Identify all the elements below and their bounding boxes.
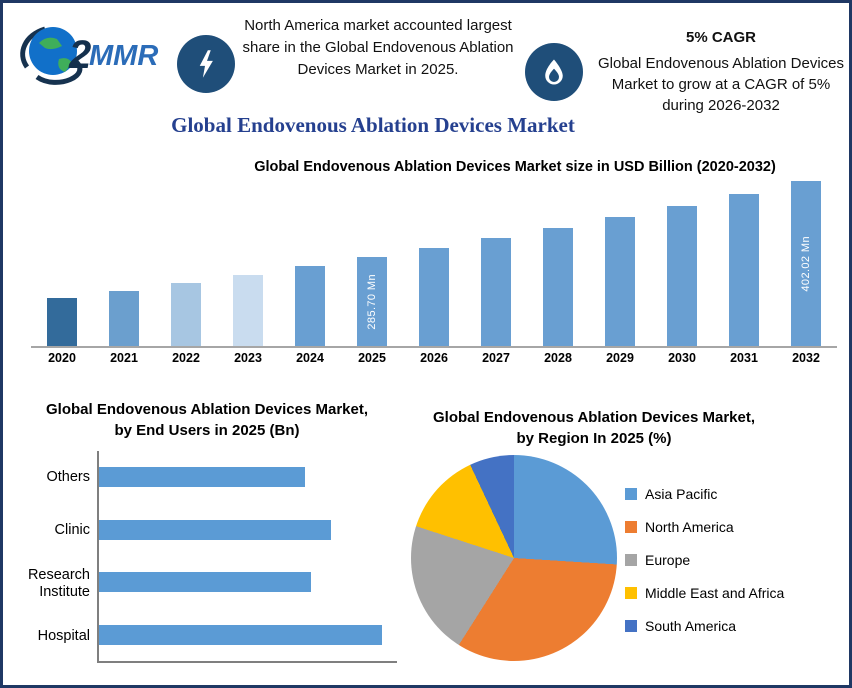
end-users-y-axis-labels: Others Clinic Research Institute Hospital xyxy=(21,451,97,663)
callout-north-america-text: North America market accounted largest s… xyxy=(242,17,514,78)
bar-slot-2026 xyxy=(403,181,465,346)
bar-2025: 285.70 Mn xyxy=(357,257,387,346)
legend-label-4: South America xyxy=(645,617,737,634)
end-users-bar-2 xyxy=(99,572,311,593)
end-users-label-1: Clinic xyxy=(54,522,90,539)
x-tick-2031: 2031 xyxy=(730,351,758,365)
bar-2024 xyxy=(295,266,325,346)
bar-slot-2029 xyxy=(589,181,651,346)
x-tick-2026: 2026 xyxy=(420,351,448,365)
bar-2027 xyxy=(481,238,511,346)
x-tick-2030: 2030 xyxy=(668,351,696,365)
bar-slot-2024 xyxy=(279,181,341,346)
legend-item-1: North America xyxy=(625,510,847,543)
bar-2021 xyxy=(109,291,139,346)
bar-slot-2028 xyxy=(527,181,589,346)
region-pie-title: Global Endovenous Ablation Devices Marke… xyxy=(432,409,756,447)
end-users-label-2: Research Institute xyxy=(27,566,90,600)
end-users-label-3: Hospital xyxy=(37,628,90,645)
bar-slot-2030 xyxy=(651,181,713,346)
end-users-row-1 xyxy=(99,504,397,557)
x-tick-2023: 2023 xyxy=(234,351,262,365)
end-users-bar-1 xyxy=(99,519,332,540)
region-pie-legend: Asia Pacific North America Europe Middle Ea… xyxy=(625,477,847,642)
x-tick-2032: 2032 xyxy=(792,351,820,365)
bar-2026 xyxy=(419,248,449,346)
legend-label-1: North America xyxy=(645,518,734,535)
x-tick-2022: 2022 xyxy=(172,351,200,365)
bar-slot-2023 xyxy=(217,181,279,346)
bar-value-label-2025: 285.70 Mn xyxy=(366,273,378,330)
end-users-plot xyxy=(97,451,397,663)
bar-2031 xyxy=(729,194,759,346)
globe-icon: 2 MMR xyxy=(20,26,158,85)
bar-slot-2020 xyxy=(31,181,93,346)
logo-text: MMR xyxy=(89,40,158,72)
legend-item-4: South America xyxy=(625,609,847,642)
bar-2032: 402.02 Mn xyxy=(791,181,821,346)
end-users-bar-0 xyxy=(99,467,305,488)
legend-swatch-4 xyxy=(625,619,637,632)
bar-slot-2025: 285.70 Mn xyxy=(341,181,403,346)
region-pie xyxy=(411,455,617,661)
legend-label-0: Asia Pacific xyxy=(645,485,718,502)
bar-2023 xyxy=(233,275,263,346)
legend-swatch-3 xyxy=(625,586,637,599)
x-tick-2028: 2028 xyxy=(544,351,572,365)
end-users-chart: Others Clinic Research Institute Hospital xyxy=(21,451,397,663)
page-title: Global Endovenous Ablation Devices Marke… xyxy=(171,113,575,137)
legend-swatch-2 xyxy=(625,553,637,566)
cagr-title: 5% CAGR xyxy=(685,29,756,46)
callout-cagr: 5% CAGR Global Endovenous Ablation Devic… xyxy=(595,27,847,116)
lightning-icon xyxy=(177,35,235,93)
bar-2022 xyxy=(171,283,201,346)
market-size-chart-title: Global Endovenous Ablation Devices Marke… xyxy=(254,159,776,175)
end-users-row-2 xyxy=(99,556,397,609)
x-tick-2020: 2020 xyxy=(48,351,76,365)
bar-2028 xyxy=(543,228,573,346)
x-tick-2025: 2025 xyxy=(358,351,386,365)
end-users-row-0 xyxy=(99,451,397,504)
mmr-logo: 2 MMR xyxy=(13,11,173,95)
cagr-text: Global Endovenous Ablation Devices Marke… xyxy=(598,55,844,114)
legend-label-2: Europe xyxy=(645,551,691,568)
bar-slot-2032: 402.02 Mn xyxy=(775,181,837,346)
legend-item-2: Europe xyxy=(625,543,847,576)
bar-slot-2022 xyxy=(155,181,217,346)
bar-slot-2021 xyxy=(93,181,155,346)
market-size-chart-x-axis: 2020 2021 2022 2023 2024 2025 2026 2027 2028 2029… xyxy=(31,351,837,365)
x-tick-2029: 2029 xyxy=(606,351,634,365)
logo-swoosh-2: 2 xyxy=(68,33,91,77)
bar-slot-2031 xyxy=(713,181,775,346)
legend-swatch-0 xyxy=(625,487,637,500)
legend-label-3: Middle East and Africa xyxy=(645,584,785,601)
end-users-label-0: Others xyxy=(46,469,90,486)
legend-item-3: Middle East and Africa xyxy=(625,576,847,609)
flame-icon xyxy=(525,43,583,101)
x-tick-2021: 2021 xyxy=(110,351,138,365)
legend-swatch-1 xyxy=(625,520,637,533)
x-tick-2027: 2027 xyxy=(482,351,510,365)
bar-2029 xyxy=(605,217,635,346)
market-size-chart-plot: 285.70 Mn 402.02 Mn xyxy=(31,181,837,348)
bar-value-label-2032: 402.02 Mn xyxy=(800,235,812,292)
end-users-chart-title: Global Endovenous Ablation Devices Marke… xyxy=(45,401,369,439)
end-users-bar-3 xyxy=(99,624,383,645)
x-tick-2024: 2024 xyxy=(296,351,324,365)
legend-item-0: Asia Pacific xyxy=(625,477,847,510)
bar-2030 xyxy=(667,206,697,346)
end-users-row-3 xyxy=(99,609,397,662)
bar-slot-2027 xyxy=(465,181,527,346)
bar-2020 xyxy=(47,298,77,346)
